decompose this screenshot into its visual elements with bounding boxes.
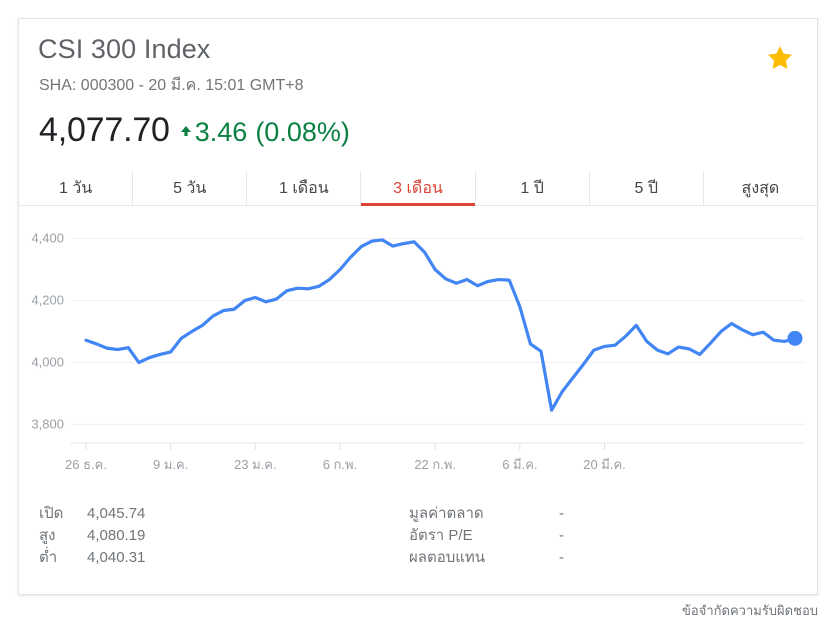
tab-label: 5 วัน (173, 179, 207, 197)
stat-value-pe-ratio: - (559, 527, 564, 544)
stock-quote-card: CSI 300 Index SHA: 000300 - 20 มี.ค. 15:… (18, 18, 818, 595)
tab-label: สูงสุด (741, 179, 780, 197)
tab-1-day[interactable]: 1 วัน (19, 171, 132, 205)
svg-text:3,800: 3,800 (31, 416, 64, 431)
chart-x-tick-marks (85, 443, 606, 450)
svg-text:26 ธ.ค.: 26 ธ.ค. (65, 457, 107, 472)
price-change-percent: (0.08%) (255, 117, 350, 147)
chart-y-axis-labels: 3,800 4,000 4,200 4,400 (31, 231, 64, 432)
tab-5-years[interactable]: 5 ปี (588, 171, 703, 205)
svg-text:4,000: 4,000 (31, 355, 64, 370)
svg-text:20 มี.ค.: 20 มี.ค. (583, 457, 626, 472)
stat-label-dividend-yield: ผลตอบแทน (409, 549, 486, 566)
stat-row: ต่ำ 4,040.31 (39, 545, 145, 567)
svg-text:6 ก.พ.: 6 ก.พ. (323, 457, 358, 472)
stat-value-market-cap: - (559, 505, 564, 522)
arrow-up-icon (178, 123, 194, 139)
svg-text:4,400: 4,400 (31, 231, 64, 246)
tab-label: 1 ปี (520, 179, 544, 197)
stat-value-dividend-yield: - (559, 549, 564, 566)
stat-label-high: สูง (39, 527, 56, 544)
chart-end-marker (787, 330, 803, 346)
svg-text:6 มี.ค.: 6 มี.ค. (502, 457, 537, 472)
range-tabs: 1 วัน 5 วัน 1 เดือน 3 เดือน 1 ปี 5 ปี สู… (19, 171, 817, 206)
quote-header: CSI 300 Index SHA: 000300 - 20 มี.ค. 15:… (19, 19, 817, 171)
svg-text:23 ม.ค.: 23 ม.ค. (234, 457, 277, 472)
quote-subtitle: SHA: 000300 - 20 มี.ค. 15:01 GMT+8 (39, 77, 304, 94)
stat-label-open: เปิด (39, 505, 64, 522)
svg-text:4,200: 4,200 (31, 293, 64, 308)
stat-label-low: ต่ำ (39, 549, 58, 566)
chart-gridlines (70, 238, 805, 444)
price-chart-svg[interactable]: 3,800 4,000 4,200 4,400 26 ธ.ค. 9 ม.ค. 23 ม.ค… (19, 205, 817, 495)
stat-row: ผลตอบแทน - (409, 545, 564, 567)
stat-row: อัตรา P/E - (409, 523, 564, 545)
chart-x-axis-labels: 26 ธ.ค. 9 ม.ค. 23 ม.ค. 6 ก.พ. 22 ก.พ. 6 มี.ค.… (65, 457, 626, 472)
tab-label: 3 เดือน (393, 179, 443, 197)
tab-5-days[interactable]: 5 วัน (132, 171, 246, 205)
stat-row: มูลค่าตลาด - (409, 501, 564, 523)
tab-1-month[interactable]: 1 เดือน (246, 171, 360, 205)
price-change: 3.46 (194, 117, 248, 147)
stat-row: สูง 4,080.19 (39, 523, 145, 545)
stat-label-market-cap: มูลค่าตลาด (409, 505, 484, 522)
current-price: 4,077.70 (39, 111, 170, 149)
page-title: CSI 300 Index (38, 34, 211, 64)
stat-label-pe-ratio: อัตรา P/E (409, 527, 473, 544)
stats-column-right: มูลค่าตลาด - อัตรา P/E - ผลตอบแทน - (409, 501, 564, 567)
tab-max[interactable]: สูงสุด (702, 171, 817, 205)
chart-series-line (84, 238, 797, 412)
svg-text:9 ม.ค.: 9 ม.ค. (153, 457, 188, 472)
tab-label: 5 ปี (634, 179, 659, 197)
stat-value-open: 4,045.74 (87, 505, 146, 522)
tab-1-year[interactable]: 1 ปี (474, 171, 589, 205)
disclaimer-link[interactable]: ข้อจำกัดความรับผิดชอบ (682, 603, 818, 618)
svg-text:22 ก.พ.: 22 ก.พ. (414, 457, 456, 472)
stat-value-high: 4,080.19 (87, 527, 146, 544)
quote-price-row: 4,077.70 3.46 (0.08%) (39, 111, 350, 150)
tab-label: 1 วัน (58, 179, 93, 197)
star-filled-icon[interactable] (765, 43, 795, 73)
price-chart[interactable]: 3,800 4,000 4,200 4,400 26 ธ.ค. 9 ม.ค. 23 ม.ค… (19, 205, 817, 495)
stat-value-low: 4,040.31 (87, 549, 146, 566)
stats-column-left: เปิด 4,045.74 สูง 4,080.19 ต่ำ 4,040.31 (39, 501, 145, 567)
stats-section: เปิด 4,045.74 สูง 4,080.19 ต่ำ 4,040.31 … (19, 501, 817, 581)
tab-label: 1 เดือน (278, 179, 329, 197)
tab-3-months[interactable]: 3 เดือน (360, 171, 475, 206)
stat-row: เปิด 4,045.74 (39, 501, 145, 523)
